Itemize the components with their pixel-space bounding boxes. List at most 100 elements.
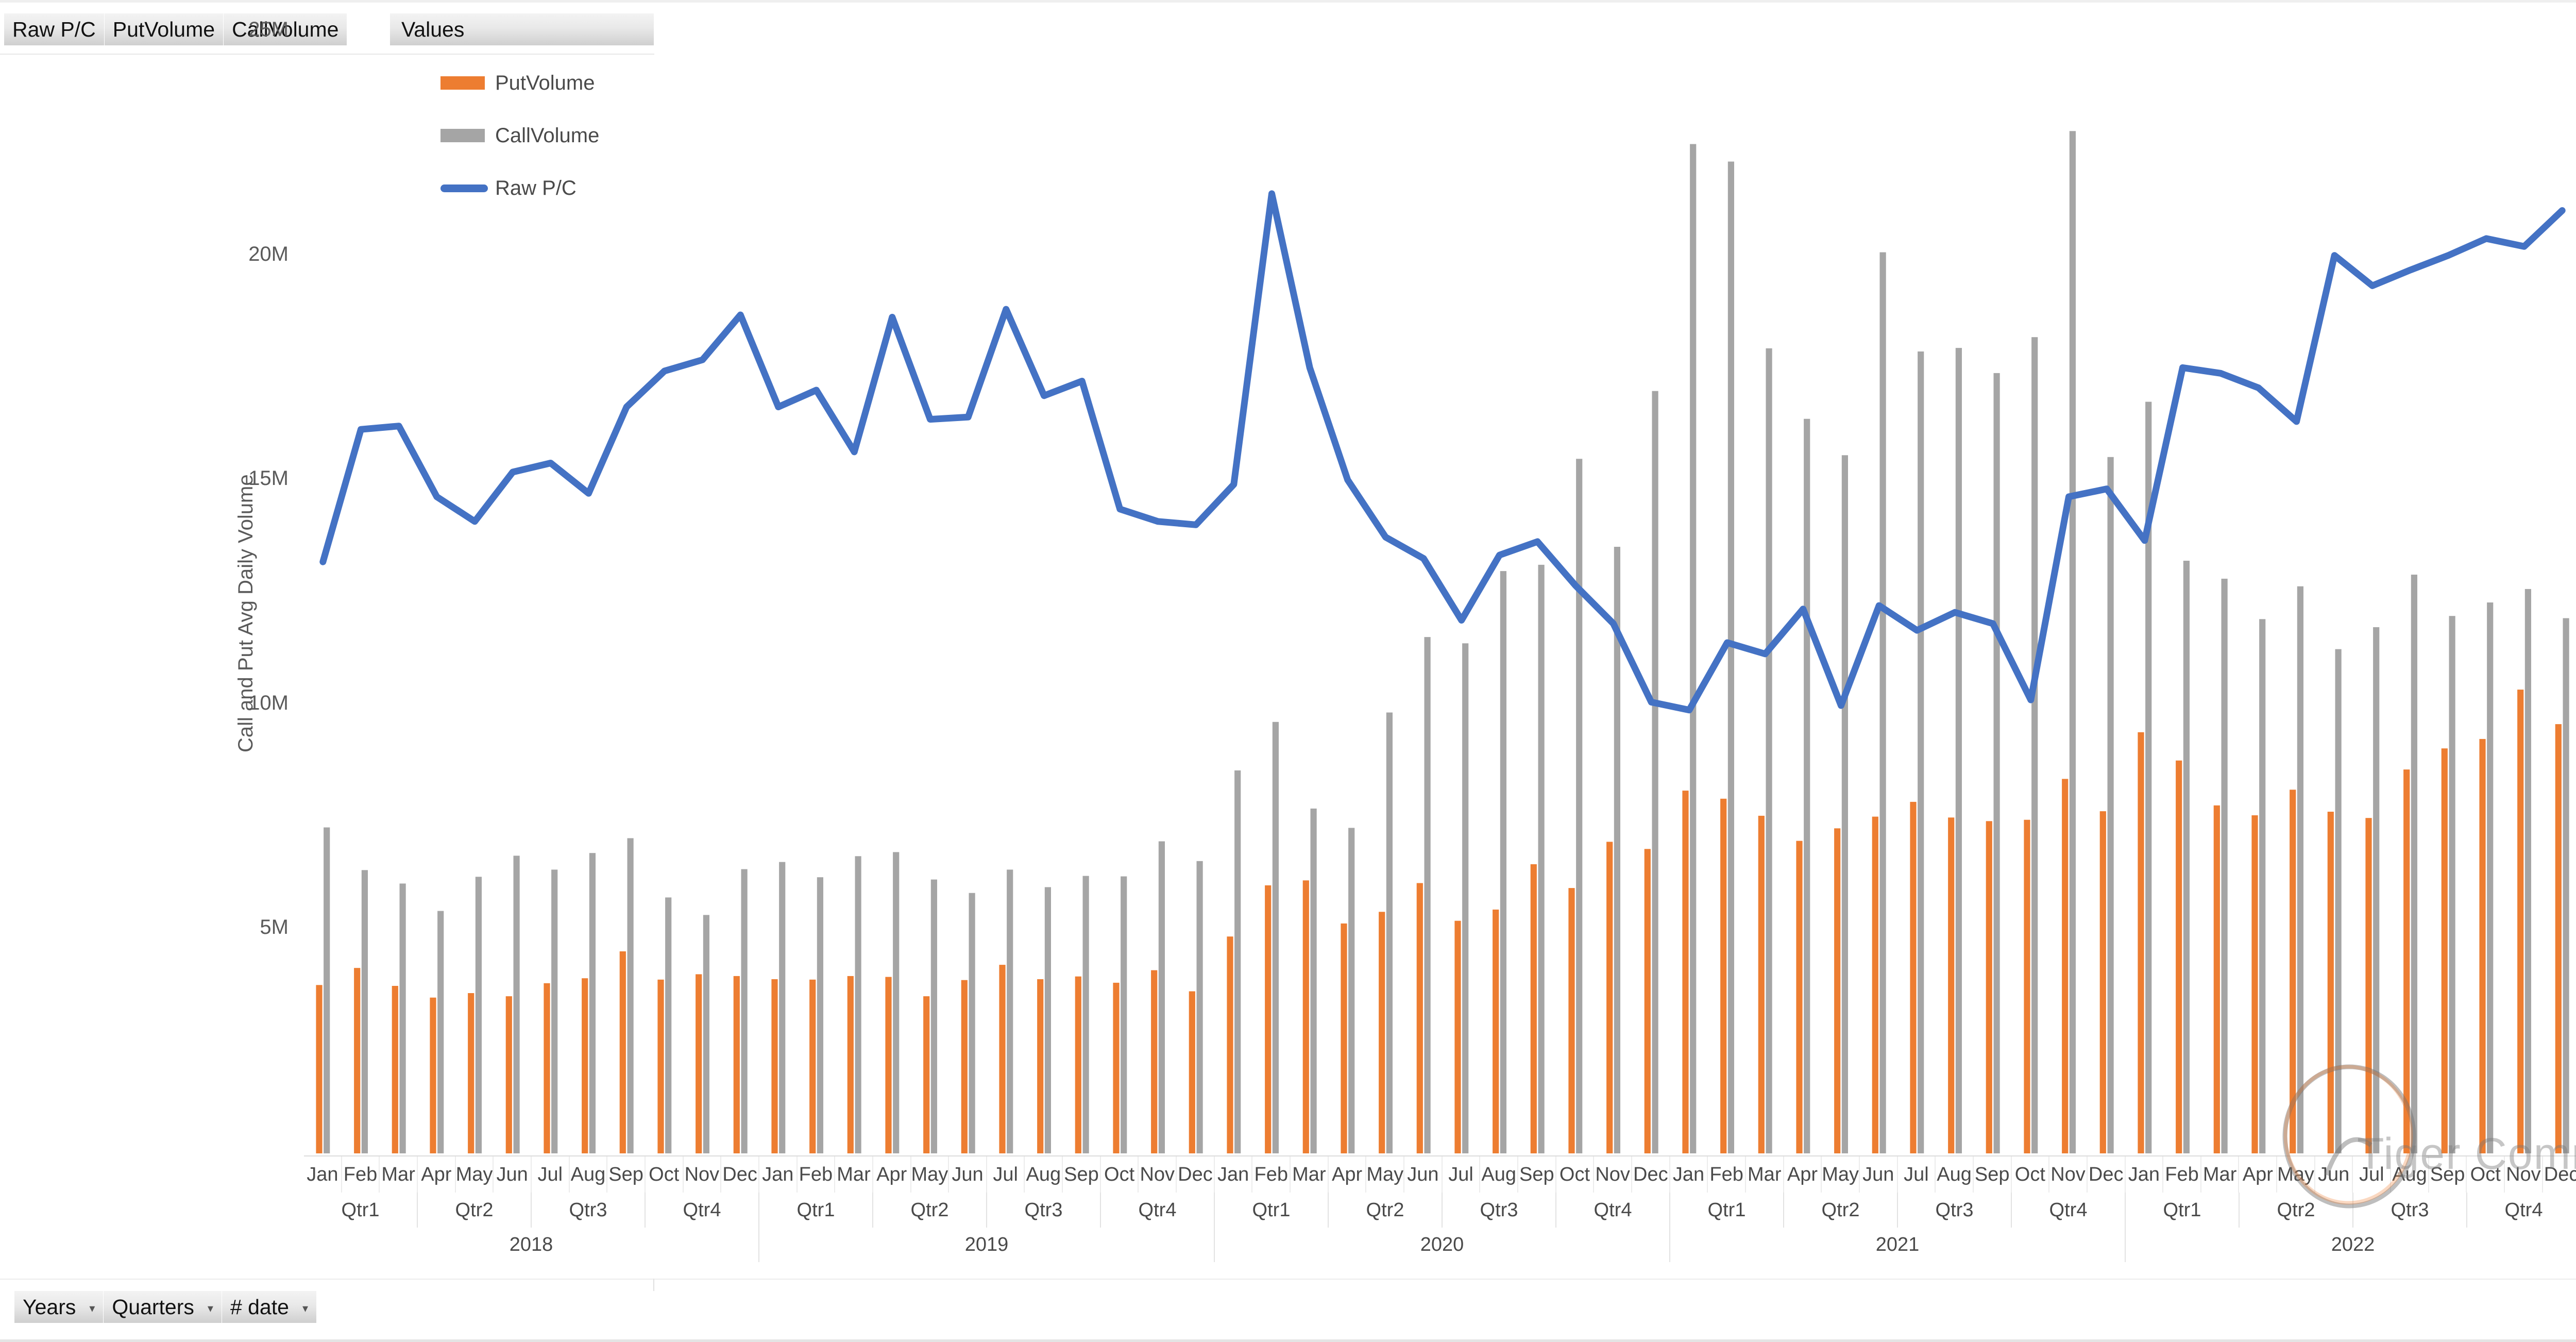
x-axis-year-row: 2018 2019 2020 2021 2022 <box>304 1228 2576 1262</box>
legend-item-raw-pc[interactable]: Raw P/C <box>440 162 657 214</box>
legend-label-putvolume: PutVolume <box>495 71 595 94</box>
x-axis-month-label: Nov <box>2505 1156 2543 1193</box>
x-axis-month-label: Mar <box>2201 1156 2240 1193</box>
x-axis-year-label: 2019 <box>759 1228 1215 1262</box>
shelf-pill-raw-pc[interactable]: Raw P/C <box>4 13 105 45</box>
chevron-down-icon[interactable]: ▾ <box>89 1302 95 1315</box>
x-axis-quarter-label: Qtr1 <box>1215 1193 1329 1228</box>
x-axis-month-label: Dec <box>721 1156 759 1193</box>
x-axis-month-label: Oct <box>1101 1156 1139 1193</box>
legend-item-callvolume[interactable]: CallVolume <box>440 109 657 162</box>
putvolume-color-swatch <box>440 76 485 90</box>
shelf-pill-callvolume[interactable]: CallVolume <box>224 13 347 45</box>
x-axis-year-label: 2022 <box>2126 1228 2576 1262</box>
shelf-pill-label: Raw P/C <box>12 17 96 41</box>
x-axis-month-label: Feb <box>2163 1156 2201 1193</box>
x-axis-month-label: Jul <box>532 1156 570 1193</box>
x-axis-month-label: Apr <box>873 1156 911 1193</box>
x-axis-month-label: Dec <box>2088 1156 2126 1193</box>
left-axis-tick-label: 25M <box>248 18 289 41</box>
x-axis-quarter-label: Qtr3 <box>2353 1193 2467 1228</box>
chart-legend: PutVolume CallVolume Raw P/C <box>440 57 657 214</box>
shelf-pill-putvolume[interactable]: PutVolume <box>104 13 224 45</box>
x-axis-month-label: Apr <box>1784 1156 1822 1193</box>
shelf-pill-label: Years <box>23 1295 76 1319</box>
x-axis-quarter-label: Qtr1 <box>2126 1193 2240 1228</box>
x-axis-month-label: Oct <box>2467 1156 2505 1193</box>
x-axis-month-label: Mar <box>380 1156 418 1193</box>
footer-divider <box>0 1279 2576 1280</box>
left-axis-ticks: 5M 10M 15M 20M 25M <box>170 0 289 1342</box>
shelf-pill-quarters[interactable]: Quarters ▾ <box>104 1291 222 1323</box>
x-axis-month-label: Jan <box>759 1156 798 1193</box>
chevron-down-icon[interactable]: ▾ <box>302 1302 308 1315</box>
footer-divider-vertical <box>653 1279 654 1291</box>
x-axis-quarter-label: Qtr2 <box>2240 1193 2353 1228</box>
legend-item-putvolume[interactable]: PutVolume <box>440 57 657 109</box>
x-axis-quarter-label: Qtr3 <box>1898 1193 2012 1228</box>
left-axis-tick-label: 15M <box>248 467 289 490</box>
shelf-pill-label: CallVolume <box>232 17 339 41</box>
x-axis-quarter-label: Qtr4 <box>2012 1193 2126 1228</box>
x-axis-month-label: Sep <box>1063 1156 1101 1193</box>
x-axis-month-label: Nov <box>1139 1156 1177 1193</box>
x-axis-year-label: 2018 <box>304 1228 759 1262</box>
callvolume-color-swatch <box>440 129 485 142</box>
x-axis-month-label: Aug <box>1480 1156 1518 1193</box>
x-axis-quarter-label: Qtr1 <box>304 1193 418 1228</box>
values-pill[interactable]: Values <box>390 13 654 45</box>
x-axis-month-label: Apr <box>1329 1156 1367 1193</box>
x-axis-month-label: May <box>456 1156 494 1193</box>
x-axis-month-label: Nov <box>1594 1156 1632 1193</box>
chevron-down-icon[interactable]: ▾ <box>207 1302 213 1315</box>
x-axis-month-label: Mar <box>835 1156 873 1193</box>
x-axis-month-label: May <box>1822 1156 1860 1193</box>
shelf-pill-date[interactable]: # date ▾ <box>222 1291 316 1323</box>
x-axis-month-label: Apr <box>418 1156 456 1193</box>
chart-plot-area[interactable] <box>304 31 2576 1155</box>
x-axis-month-label: Jul <box>1443 1156 1481 1193</box>
shelf-pill-label: # date <box>230 1295 289 1319</box>
x-axis-month-label: Jul <box>1898 1156 1936 1193</box>
x-axis-quarter-label: Qtr1 <box>1670 1193 1784 1228</box>
left-axis-tick-label: 10M <box>248 691 289 714</box>
x-axis-month-label: Jun <box>1404 1156 1443 1193</box>
shelf-pill-years[interactable]: Years ▾ <box>14 1291 104 1323</box>
x-axis-month-label: Jun <box>1860 1156 1898 1193</box>
x-axis-quarter-label: Qtr2 <box>1784 1193 1898 1228</box>
x-axis-quarter-label: Qtr2 <box>418 1193 532 1228</box>
x-axis-month-label: Apr <box>2239 1156 2278 1193</box>
x-axis-month-label: May <box>1366 1156 1405 1193</box>
x-axis-month-label: Dec <box>1177 1156 1215 1193</box>
x-axis-header: Jan Feb Mar Apr May Jun Jul Aug Sep Oct Nov Dec Jan F… <box>304 1155 2576 1262</box>
x-axis-month-label: Nov <box>684 1156 722 1193</box>
x-axis-quarter-label: Qtr4 <box>2467 1193 2576 1228</box>
x-axis-quarter-label: Qtr2 <box>873 1193 987 1228</box>
x-axis-month-label: Oct <box>1556 1156 1595 1193</box>
x-axis-quarter-row: Qtr1 Qtr2 Qtr3 Qtr4 Qtr1 Qtr2 Qtr3 Qtr4 Qtr1 Qtr2… <box>304 1193 2576 1228</box>
x-axis-month-label: Aug <box>2391 1156 2429 1193</box>
values-legend-header[interactable]: Values <box>390 13 654 45</box>
x-axis-month-label: Feb <box>798 1156 836 1193</box>
x-axis-month-label: Sep <box>1518 1156 1556 1193</box>
x-axis-month-label: Oct <box>646 1156 684 1193</box>
columns-shelf: Years ▾ Quarters ▾ # date ▾ <box>14 1291 316 1323</box>
x-axis-month-label: Jan <box>2126 1156 2164 1193</box>
x-axis-quarter-label: Qtr3 <box>532 1193 646 1228</box>
rawpc-color-swatch <box>440 184 488 192</box>
left-axis-tick-label: 20M <box>248 242 289 265</box>
x-axis-month-label: Dec <box>1632 1156 1670 1193</box>
x-axis-quarter-label: Qtr3 <box>1443 1193 1556 1228</box>
x-axis-month-label: Feb <box>1252 1156 1291 1193</box>
x-axis-month-label: Sep <box>607 1156 646 1193</box>
x-axis-month-label: Jan <box>1670 1156 1708 1193</box>
x-axis-quarter-label: Qtr2 <box>1329 1193 1443 1228</box>
left-axis-tick-label: 5M <box>260 916 289 939</box>
shelf-divider <box>0 54 654 55</box>
x-axis-month-label: Jun <box>2315 1156 2353 1193</box>
x-axis-month-label: Oct <box>2012 1156 2050 1193</box>
x-axis-quarter-label: Qtr4 <box>1556 1193 1670 1228</box>
x-axis-month-label: Jan <box>1215 1156 1253 1193</box>
x-axis-month-label: May <box>2277 1156 2315 1193</box>
